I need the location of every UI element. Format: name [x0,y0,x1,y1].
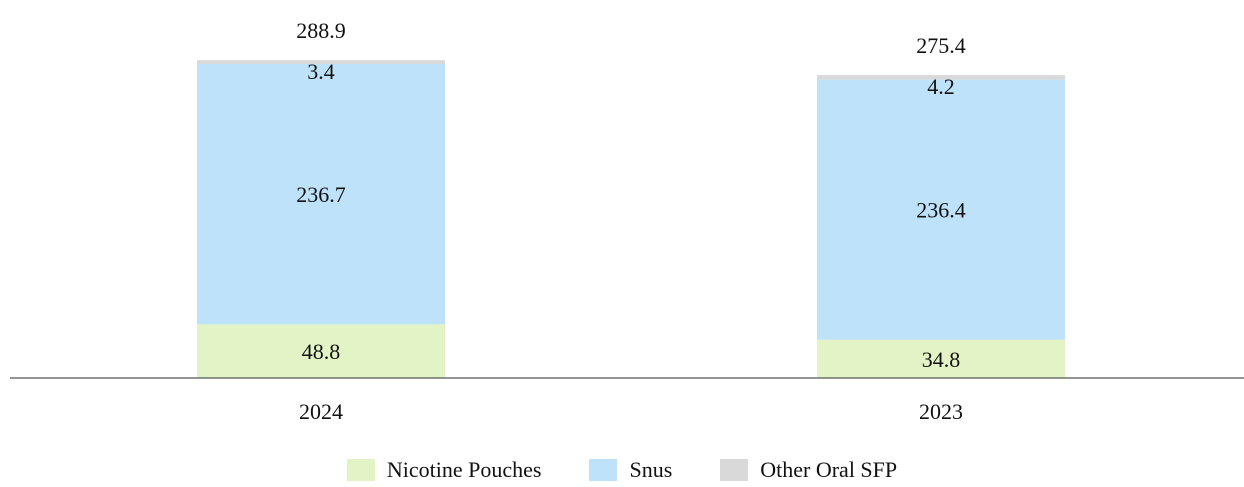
legend-swatch-nicotine-pouches [346,459,375,481]
x-tick-label-2023: 2023 [919,399,963,424]
legend-item-snus: Snus [589,459,672,481]
bar-segment-other-oral-sfp-2024 [197,60,445,64]
legend-swatch-other-oral-sfp [720,459,749,481]
legend: Nicotine Pouches Snus Other Oral SFP [0,455,1244,485]
data-label-snus-2023: 236.4 [916,198,966,223]
data-label-other-oral-sfp-2023: 4.2 [927,74,955,99]
total-label-2024: 288.9 [296,18,346,43]
bar-segment-other-oral-sfp-2023 [817,75,1065,80]
data-label-other-oral-sfp-2024: 3.4 [307,59,335,84]
legend-item-other-oral-sfp: Other Oral SFP [720,459,897,481]
total-label-2023: 275.4 [916,33,966,58]
legend-label-nicotine-pouches: Nicotine Pouches [386,457,542,482]
bar-segment-snus-2024 [197,63,445,325]
legend-label-snus: Snus [629,457,673,482]
x-tick-label-2024: 2024 [299,399,343,424]
bar-segment-snus-2023 [817,79,1065,340]
legend-swatch-snus [589,459,618,481]
bar-segment-nicotine-pouches-2023 [817,339,1065,378]
legend-item-nicotine-pouches: Nicotine Pouches [346,457,542,482]
data-label-nicotine-pouches-2023: 34.8 [922,347,961,372]
labels-group: 48.8 236.7 3.4 288.9 2024 34.8 236.4 4.2 275.4 20… [296,18,966,424]
data-label-nicotine-pouches-2024: 48.8 [302,339,341,364]
legend-label-other-oral-sfp: Other Oral SFP [760,457,898,482]
data-label-snus-2024: 236.7 [296,182,346,207]
bars-group [197,60,1065,378]
bar-segment-nicotine-pouches-2024 [197,324,445,378]
